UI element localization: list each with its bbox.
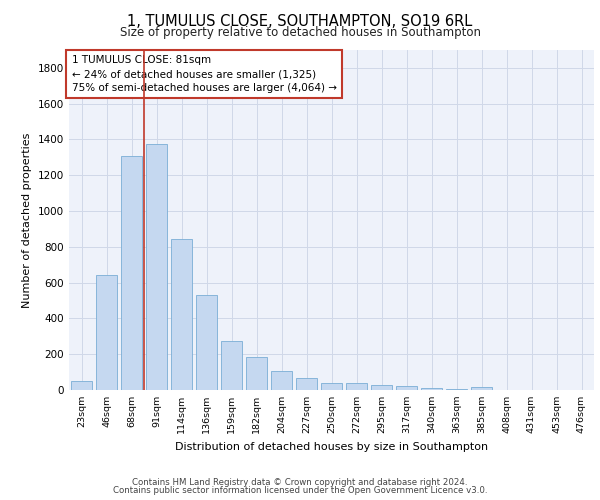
Bar — [421, 388, 442, 390]
Bar — [246, 357, 267, 390]
Bar — [346, 383, 367, 390]
Bar — [396, 386, 417, 390]
X-axis label: Distribution of detached houses by size in Southampton: Distribution of detached houses by size … — [175, 442, 488, 452]
Bar — [196, 295, 217, 390]
Bar — [96, 276, 117, 390]
Bar — [221, 341, 242, 390]
Text: 1, TUMULUS CLOSE, SOUTHAMPTON, SO19 6RL: 1, TUMULUS CLOSE, SOUTHAMPTON, SO19 6RL — [127, 14, 473, 29]
Text: Contains public sector information licensed under the Open Government Licence v3: Contains public sector information licen… — [113, 486, 487, 495]
Bar — [271, 371, 292, 390]
Bar — [446, 388, 467, 390]
Bar — [121, 156, 142, 390]
Bar — [321, 383, 342, 390]
Bar — [171, 239, 192, 390]
Text: Size of property relative to detached houses in Southampton: Size of property relative to detached ho… — [119, 26, 481, 39]
Bar — [371, 384, 392, 390]
Bar — [71, 381, 92, 390]
Text: Contains HM Land Registry data © Crown copyright and database right 2024.: Contains HM Land Registry data © Crown c… — [132, 478, 468, 487]
Y-axis label: Number of detached properties: Number of detached properties — [22, 132, 32, 308]
Bar — [471, 387, 492, 390]
Bar — [146, 144, 167, 390]
Text: 1 TUMULUS CLOSE: 81sqm
← 24% of detached houses are smaller (1,325)
75% of semi-: 1 TUMULUS CLOSE: 81sqm ← 24% of detached… — [71, 55, 337, 93]
Bar — [296, 378, 317, 390]
